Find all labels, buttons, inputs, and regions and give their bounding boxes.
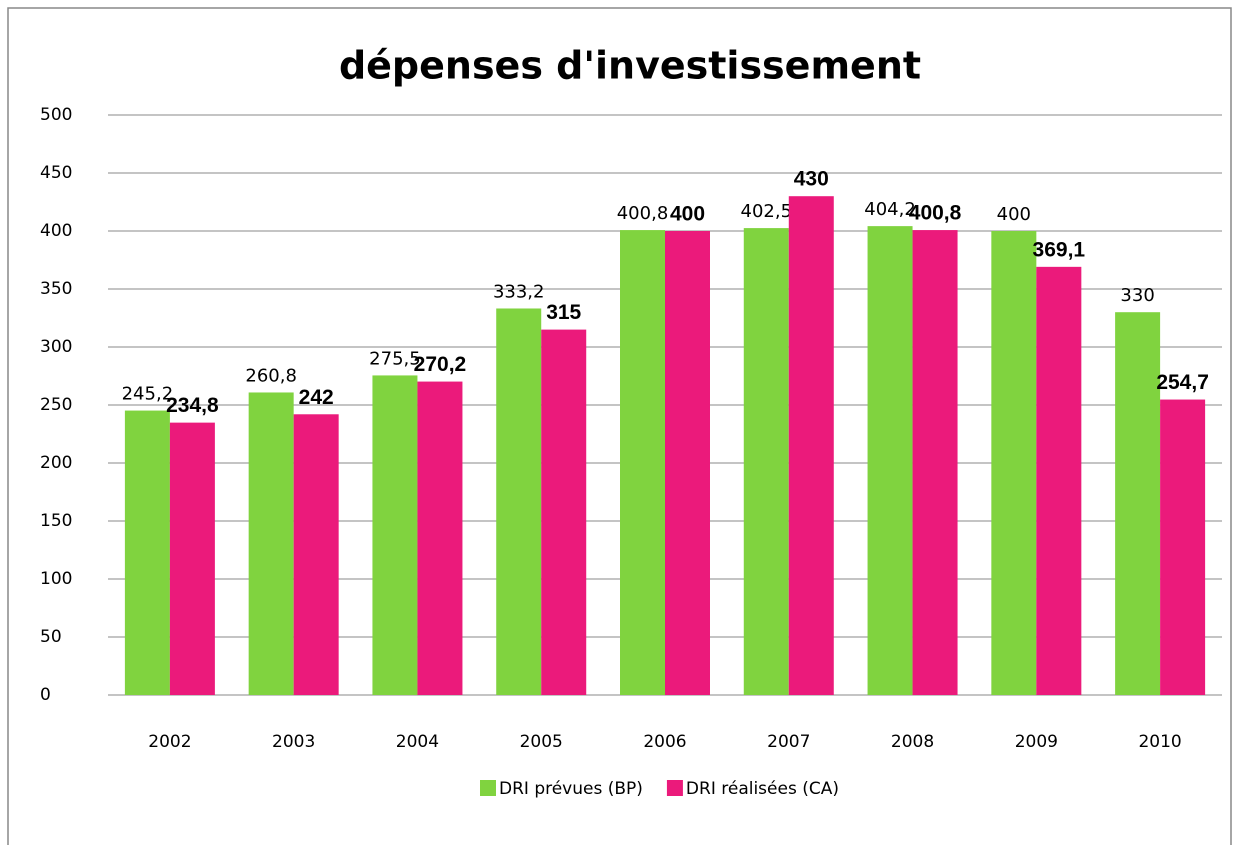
data-label: 242: [299, 386, 334, 409]
legend-swatch: [480, 780, 496, 796]
y-tick-label: 100: [40, 569, 72, 589]
bar: [169, 422, 215, 695]
data-label: 270,2: [414, 353, 467, 376]
x-tick-label: 2008: [891, 732, 934, 752]
data-label: 400,8: [617, 203, 669, 224]
y-tick-label: 500: [40, 105, 72, 125]
y-tick-label: 350: [40, 279, 72, 299]
x-tick-label: 2005: [520, 732, 563, 752]
y-tick-label: 450: [40, 163, 72, 183]
x-tick-label: 2006: [643, 732, 686, 752]
bar: [743, 228, 789, 695]
bar: [867, 226, 913, 696]
bar: [1160, 399, 1206, 695]
data-label: 260,8: [245, 365, 297, 386]
bar: [496, 308, 542, 695]
data-label: 254,7: [1156, 371, 1209, 394]
bar: [912, 230, 958, 695]
legend-label: DRI réalisées (CA): [686, 779, 839, 799]
bar: [293, 414, 339, 695]
x-tick-label: 2010: [1138, 732, 1181, 752]
legend-label: DRI prévues (BP): [499, 779, 643, 799]
bar: [620, 230, 665, 695]
y-tick-label: 300: [40, 337, 72, 357]
chart-title: dépenses d'investissement: [339, 44, 921, 88]
bar: [665, 231, 710, 695]
y-tick-label: 400: [40, 221, 72, 241]
y-tick-label: 0: [40, 685, 51, 705]
chart-border: [7, 7, 1232, 845]
data-label: 404,2: [864, 199, 916, 220]
bar: [788, 196, 834, 695]
y-tick-label: 200: [40, 453, 72, 473]
y-tick-label: 50: [40, 627, 62, 647]
bar: [1115, 312, 1161, 695]
y-tick-label: 150: [40, 511, 72, 531]
data-label: 315: [546, 301, 581, 324]
data-label: 234,8: [166, 394, 219, 417]
bar: [1036, 266, 1082, 695]
data-label: 402,5: [741, 201, 793, 222]
y-tick-label: 250: [40, 395, 72, 415]
bar: [248, 392, 294, 695]
bar: [417, 381, 463, 695]
data-label: 333,2: [493, 281, 545, 302]
x-tick-label: 2009: [1015, 732, 1058, 752]
x-tick-label: 2004: [396, 732, 439, 752]
x-tick-label: 2003: [272, 732, 315, 752]
bar: [124, 410, 170, 695]
bar: [991, 231, 1037, 695]
data-label: 330: [1120, 285, 1154, 306]
data-label: 400: [997, 204, 1031, 225]
data-label: 275,5: [369, 348, 421, 369]
legend-swatch: [666, 780, 683, 796]
bar: [541, 329, 587, 695]
x-tick-label: 2007: [767, 732, 810, 752]
data-label: 430: [794, 168, 829, 191]
data-label: 400: [670, 203, 705, 226]
data-label: 369,1: [1033, 238, 1086, 261]
x-tick-label: 2002: [148, 732, 191, 752]
data-label: 245,2: [122, 384, 174, 405]
data-label: 400,8: [909, 202, 962, 225]
bar: [372, 375, 418, 695]
